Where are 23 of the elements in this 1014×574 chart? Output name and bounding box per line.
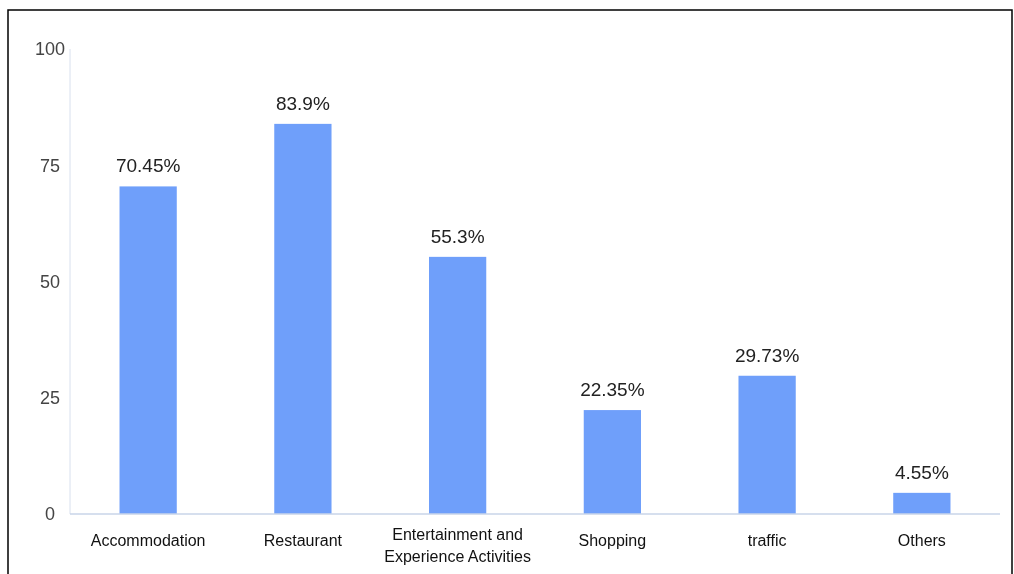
y-tick-label: 25 xyxy=(39,388,61,409)
bar xyxy=(738,375,796,514)
bar xyxy=(119,186,177,514)
data-label: 83.9% xyxy=(275,92,330,114)
y-tick-label: 75 xyxy=(39,155,61,176)
data-label: 4.55% xyxy=(894,461,949,483)
x-tick-label: Restaurant xyxy=(263,532,343,549)
x-tick-label: traffic xyxy=(747,532,787,549)
bar xyxy=(429,256,487,514)
bar xyxy=(274,123,332,514)
x-tick-label: Entertainment and Experience Activities xyxy=(384,526,531,565)
y-tick-label: 50 xyxy=(39,271,61,292)
x-tick-label: Shopping xyxy=(578,532,647,549)
data-label: 70.45% xyxy=(115,155,181,177)
x-tick-label: Accommodation xyxy=(90,532,206,549)
bar xyxy=(893,492,951,514)
y-tick-label: 100 xyxy=(34,39,66,60)
data-label: 22.35% xyxy=(580,379,645,401)
x-tick-label: Others xyxy=(897,532,946,549)
data-label: 55.3% xyxy=(430,225,485,247)
data-label: 29.73% xyxy=(734,344,800,366)
bar xyxy=(583,410,641,514)
y-tick-label: 0 xyxy=(44,504,56,525)
